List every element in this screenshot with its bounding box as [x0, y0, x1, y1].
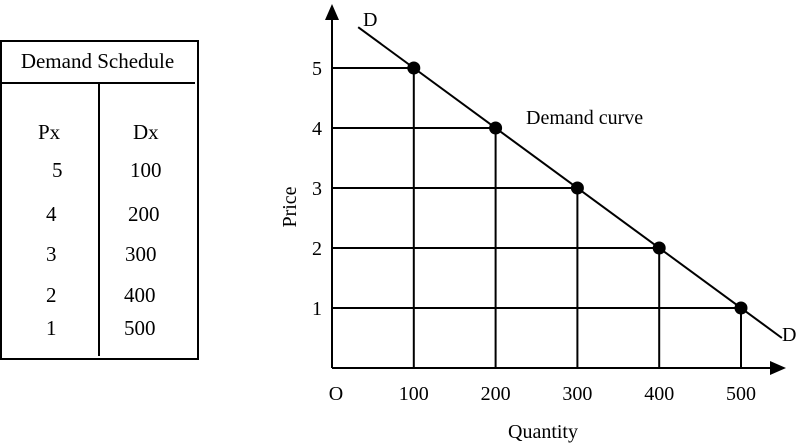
table-title: Demand Schedule: [0, 40, 195, 84]
table-cell-px: 5: [52, 158, 63, 182]
table-cell-dx: 400: [124, 283, 156, 307]
data-point: [407, 61, 421, 75]
y-axis-label: Price: [279, 186, 301, 227]
x-tick-label: 200: [481, 383, 511, 405]
curve-end-label-top: D: [363, 9, 377, 31]
table-header-px: Px: [38, 120, 61, 144]
curve-label: Demand curve: [526, 107, 643, 129]
table-cell-px: 4: [46, 202, 57, 226]
x-tick-label: 500: [726, 383, 756, 405]
y-tick-label: 5: [312, 58, 322, 80]
x-tick-label: 100: [399, 383, 429, 405]
y-tick-label: 3: [312, 178, 322, 200]
table-cell-dx: 500: [124, 316, 156, 340]
data-point: [652, 241, 666, 255]
x-axis-arrow-icon: [770, 361, 786, 375]
table-column-divider: [98, 84, 100, 356]
table-header-dx: Dx: [133, 120, 159, 144]
x-tick-label: 300: [562, 383, 592, 405]
table-cell-px: 2: [46, 283, 57, 307]
y-tick-label: 2: [312, 238, 322, 260]
curve-end-label-bottom: D: [782, 324, 796, 346]
demand-schedule-table: Demand Schedule Px Dx 5 100 4 200 3 300 …: [0, 40, 199, 360]
table-cell-px: 3: [46, 242, 57, 266]
data-point: [570, 181, 584, 195]
y-tick-label: 4: [312, 118, 322, 140]
table-cell-dx: 300: [125, 242, 157, 266]
table-cell-px: 1: [46, 316, 57, 340]
x-tick-label: 400: [644, 383, 674, 405]
table-frame: [0, 40, 199, 360]
table-cell-dx: 100: [130, 158, 162, 182]
origin-label: O: [329, 383, 343, 405]
data-point: [734, 301, 748, 315]
y-axis-arrow-icon: [325, 4, 339, 20]
data-point: [489, 121, 503, 135]
table-cell-dx: 200: [128, 202, 160, 226]
demand-curve-line: [357, 26, 783, 339]
y-tick-label: 1: [312, 298, 322, 320]
x-axis-label: Quantity: [508, 421, 578, 443]
